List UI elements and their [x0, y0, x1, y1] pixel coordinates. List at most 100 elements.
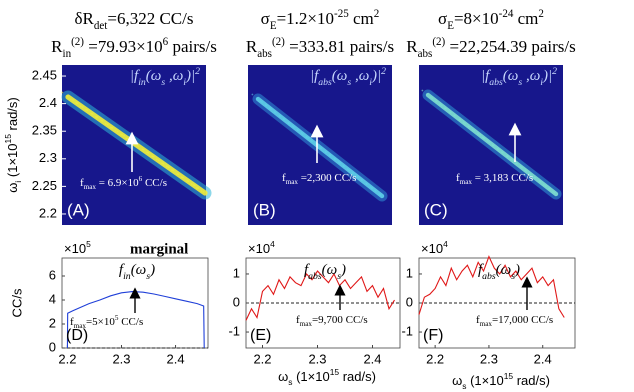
panel-letter: (B): [253, 200, 276, 219]
heatmap-speckle: [287, 121, 290, 124]
text-part: =6,322 CC/s: [107, 9, 193, 28]
text-part: 5: [86, 239, 91, 249]
heatmap-speckle: [481, 136, 484, 139]
text-part: (ω: [146, 68, 162, 84]
heatmap-speckle: [479, 134, 481, 136]
text-part: 15: [3, 134, 13, 144]
x-tick-label: 2.2: [426, 351, 444, 366]
text-part: =8×10: [454, 9, 499, 28]
heatmap-speckle: [515, 162, 518, 165]
heatmap-speckle: [342, 165, 345, 167]
text-part: ,ω: [351, 68, 369, 84]
heatmap-speckle: [106, 123, 109, 126]
text-part: CC/s: [118, 316, 143, 328]
heatmap-speckle: [506, 155, 508, 157]
text-part: 15: [330, 367, 340, 377]
text-part: ): [149, 262, 155, 278]
text-part: =22,254.39 pairs/s: [445, 37, 575, 56]
text-part: max: [84, 183, 97, 191]
text-part: =2,300 CC/s: [298, 172, 356, 184]
text-part: abs: [482, 271, 496, 282]
text-part: ,ω: [522, 68, 540, 84]
heatmap-speckle: [141, 148, 144, 151]
text-part: 4: [270, 239, 275, 249]
heatmap-speckle: [259, 100, 262, 103]
heatmap-speckle: [301, 133, 304, 135]
y-tick-label: -1: [401, 323, 413, 338]
text-part: -25: [334, 8, 349, 20]
text-part: 2: [552, 66, 557, 77]
text-part: f: [119, 262, 125, 278]
heatmap-speckle: [261, 101, 263, 104]
annotation: fmax=9,700 CC/s: [296, 314, 368, 328]
heatmap-speckle: [370, 187, 373, 189]
y-exponent: ×105: [64, 239, 91, 256]
heatmap-speckle: [291, 125, 294, 127]
heatmap-speckle: [533, 176, 536, 179]
panel-subtitle: Rabs(2) =333.81 pairs/s: [246, 36, 394, 60]
panel-label: |fabs(ωs ,ωi)|2: [310, 66, 386, 88]
text-part: s: [146, 271, 150, 282]
text-part: max: [286, 178, 299, 186]
text-part: (ω: [332, 68, 348, 84]
text-part: (ω: [131, 262, 147, 278]
text-part: max: [480, 320, 493, 328]
text-part: ω: [5, 183, 20, 193]
annotation: fmax = 6.9×106 CC/s: [80, 175, 167, 191]
heatmap-speckle: [547, 187, 550, 190]
text-part: 15: [504, 371, 514, 381]
text-part: i: [540, 77, 543, 88]
text-part: R: [51, 37, 63, 56]
heatmap-speckle: [365, 182, 368, 185]
text-part: i: [13, 181, 23, 183]
heatmap-speckle: [510, 158, 513, 161]
heatmap-speckle: [462, 121, 465, 124]
heatmap-speckle: [123, 134, 125, 137]
text-part: ): [514, 262, 520, 278]
heatmap-speckle: [426, 93, 429, 96]
x-tick-label: 2.2: [58, 351, 76, 366]
y-tick-label: 1: [406, 265, 413, 280]
text-part: (ω: [322, 262, 338, 278]
heatmap-speckle: [300, 132, 303, 134]
heatmap-speckle: [61, 91, 64, 94]
heatmap-speckle: [180, 176, 183, 179]
text-part: i: [369, 77, 372, 88]
text-part: rad/s): [339, 369, 376, 384]
heatmap-speckle: [75, 102, 78, 104]
text-part: max: [300, 320, 313, 328]
text-part: (1×10: [466, 373, 503, 388]
text-part: i: [183, 77, 186, 88]
heatmap-speckle: [473, 129, 476, 132]
heatmap-speckle: [521, 166, 523, 169]
text-part: s: [161, 77, 165, 88]
text-part: f: [304, 262, 310, 278]
heatmap-speckle: [256, 97, 259, 100]
heatmap-speckle: [176, 173, 179, 175]
heatmap-speckle: [151, 155, 154, 158]
x-tick-label: 2.4: [534, 351, 552, 366]
heatmap-speckle: [496, 148, 499, 150]
text-part: in: [123, 271, 131, 282]
heatmap-speckle: [553, 192, 556, 194]
heatmap-speckle: [542, 183, 545, 186]
heatmap-speckle: [251, 93, 254, 96]
heatmap-speckle: [324, 150, 327, 153]
text-part: =9,700 CC/s: [312, 314, 368, 326]
y-tick-label: 0: [49, 339, 56, 354]
text-part: cm: [513, 9, 538, 28]
panel-label: fabs(ωs): [304, 262, 346, 281]
y-tick-label: 0: [406, 294, 413, 309]
heatmap-speckle: [538, 180, 541, 183]
panel-title: σE=1.2×10-25 cm2: [261, 8, 380, 32]
panel-title: marginal: [130, 241, 188, 257]
text-part: ×10: [248, 241, 270, 256]
panel-letter: (F): [423, 327, 443, 344]
heatmap-speckle: [476, 132, 479, 135]
heatmap-speckle: [524, 169, 527, 172]
x-tick-label: 2.4: [363, 351, 381, 366]
text-part: -24: [499, 8, 514, 20]
annotation: fmax =2,300 CC/s: [282, 172, 356, 186]
text-part: 2: [374, 8, 380, 20]
text-part: CC/s: [142, 177, 167, 189]
